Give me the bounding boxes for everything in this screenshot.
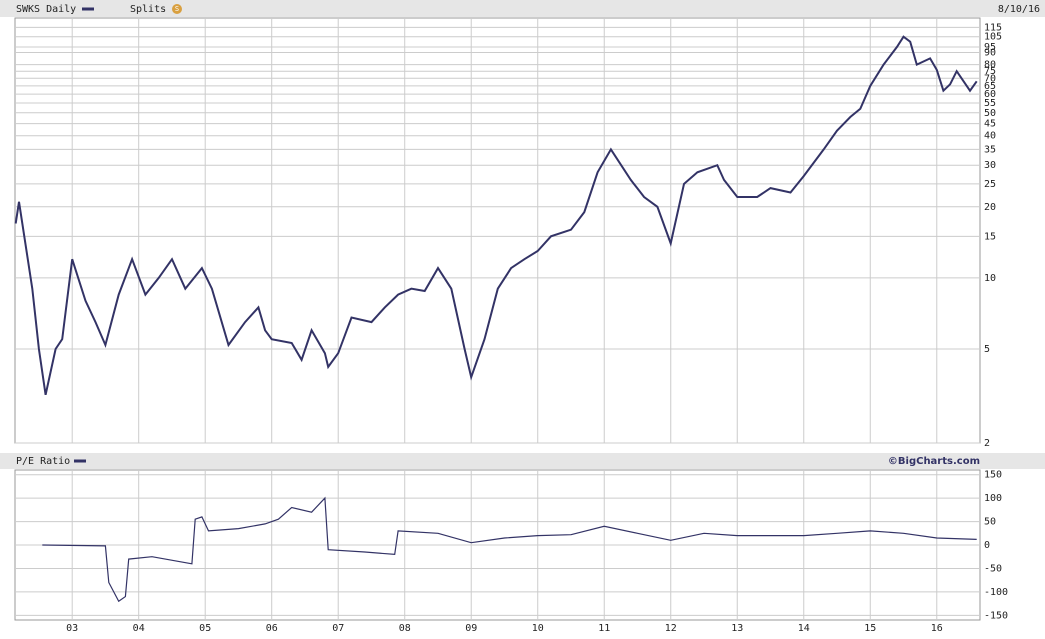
y-tick-label: 25 bbox=[984, 179, 996, 190]
y-tick-label: 5 bbox=[984, 344, 990, 355]
line bbox=[14, 35, 978, 396]
y-tick-label: 105 bbox=[984, 32, 1002, 43]
x-tick-label: 09 bbox=[465, 623, 477, 634]
legend-label: Splits bbox=[130, 4, 166, 15]
x-tick-label: 11 bbox=[598, 623, 610, 634]
chart-title: P/E Ratio bbox=[16, 456, 70, 467]
y-tick-label: 80 bbox=[984, 60, 996, 71]
header-bar bbox=[0, 453, 1045, 469]
y-tick-label: 15 bbox=[984, 231, 996, 242]
y-tick-label: 150 bbox=[984, 470, 1002, 481]
x-tick-label: 07 bbox=[332, 623, 344, 634]
y-tick-label: 50 bbox=[984, 108, 996, 119]
x-tick-label: 05 bbox=[199, 623, 211, 634]
y-tick-label: 20 bbox=[984, 202, 996, 213]
y-tick-label: 100 bbox=[984, 493, 1002, 504]
y-tick-label: -50 bbox=[984, 563, 1002, 574]
brand: ©BigCharts.com bbox=[888, 456, 980, 467]
x-tick-label: 08 bbox=[399, 623, 411, 634]
date-label: 8/10/16 bbox=[998, 4, 1040, 15]
x-tick-label: 13 bbox=[731, 623, 743, 634]
line bbox=[42, 496, 977, 603]
y-tick-label: 30 bbox=[984, 160, 996, 171]
x-tick-label: 06 bbox=[266, 623, 278, 634]
x-tick-label: 12 bbox=[665, 623, 677, 634]
x-tick-label: 15 bbox=[864, 623, 876, 634]
y-tick-label: 55 bbox=[984, 98, 996, 109]
y-tick-label: 50 bbox=[984, 517, 996, 528]
y-tick-label: 115 bbox=[984, 22, 1002, 33]
y-tick-label: 65 bbox=[984, 81, 996, 92]
chart-title: SWKS Daily bbox=[16, 4, 76, 15]
y-tick-label: 0 bbox=[984, 540, 990, 551]
y-tick-label: -150 bbox=[984, 610, 1008, 621]
y-tick-label: -100 bbox=[984, 587, 1008, 598]
x-tick-label: 16 bbox=[931, 623, 943, 634]
x-tick-label: 14 bbox=[798, 623, 810, 634]
y-tick-label: 95 bbox=[984, 42, 996, 53]
x-tick-label: 10 bbox=[532, 623, 544, 634]
plot-area bbox=[14, 17, 981, 444]
y-tick-label: 75 bbox=[984, 66, 996, 77]
y-tick-label: 10 bbox=[984, 273, 996, 284]
y-tick-label: 2 bbox=[984, 438, 990, 449]
y-tick-label: 45 bbox=[984, 119, 996, 130]
y-tick-label: 90 bbox=[984, 48, 996, 59]
x-tick-label: 04 bbox=[133, 623, 145, 634]
y-tick-label: 60 bbox=[984, 89, 996, 100]
y-tick-label: 35 bbox=[984, 144, 996, 155]
splits-icon bbox=[172, 4, 182, 14]
y-tick-label: 40 bbox=[984, 131, 996, 142]
splits-icon-text: S bbox=[175, 5, 179, 13]
x-tick-label: 03 bbox=[66, 623, 78, 634]
y-tick-label: 70 bbox=[984, 73, 996, 84]
header-bar bbox=[0, 0, 1045, 17]
